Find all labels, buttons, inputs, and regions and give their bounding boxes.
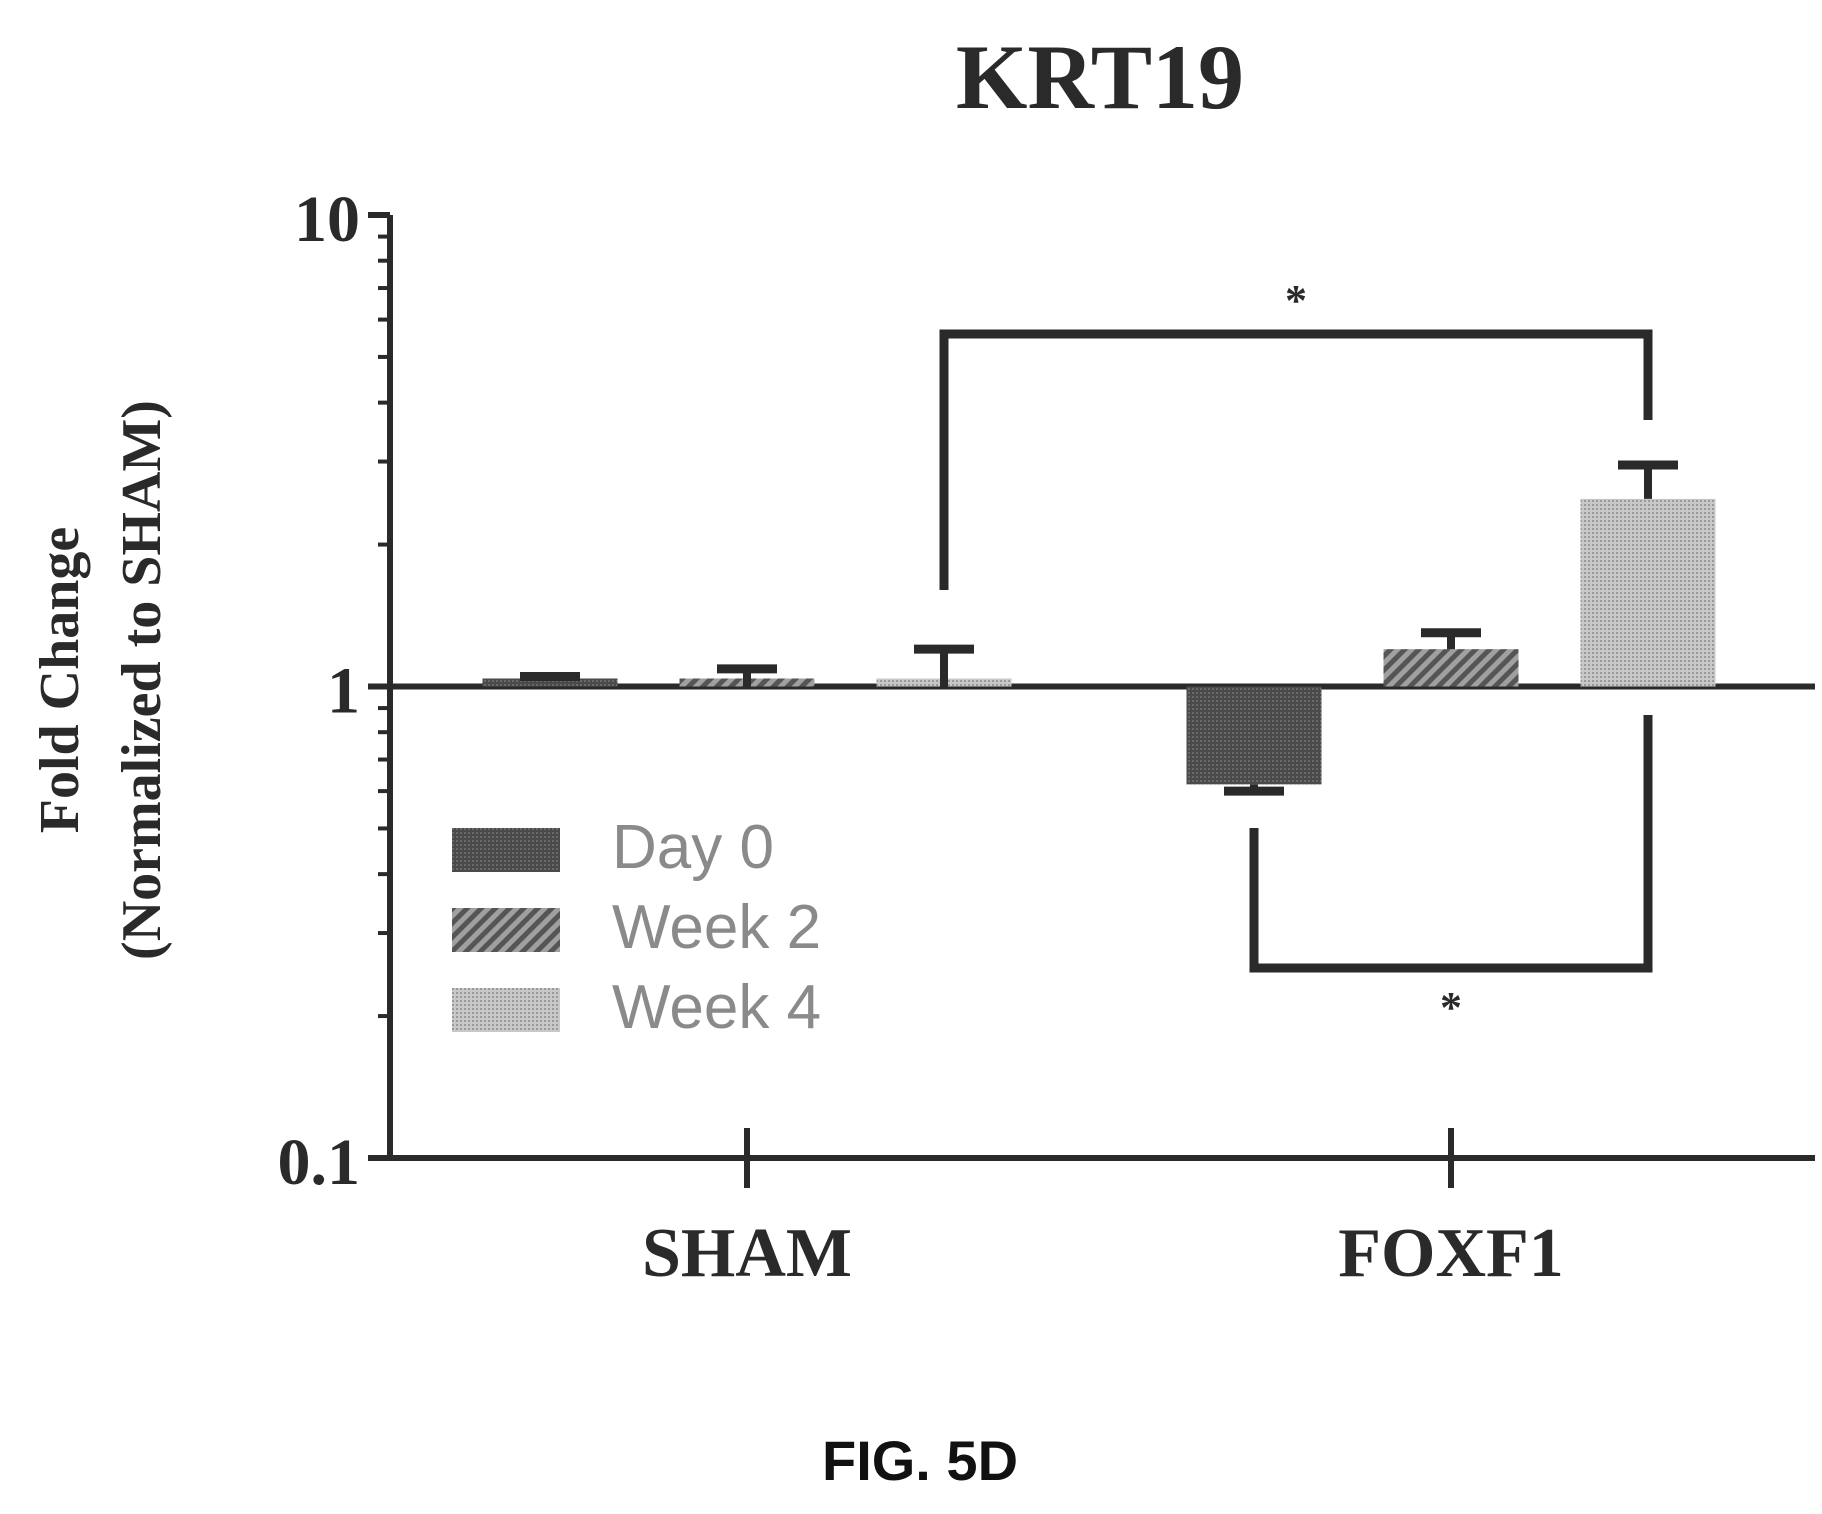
y-axis-label-line-2: (Normalized to SHAM) — [111, 400, 173, 960]
significance-label: * — [1285, 276, 1307, 325]
bar — [1580, 498, 1716, 687]
bar — [482, 678, 618, 687]
legend-swatch — [452, 988, 560, 1032]
significance-label: * — [1440, 983, 1462, 1032]
legend-label: Day 0 — [612, 813, 774, 882]
chart-title: KRT19 — [956, 26, 1244, 128]
legend-swatch — [452, 828, 560, 872]
bars — [482, 460, 1716, 796]
y-axis-label-line-1: Fold Change — [29, 527, 91, 834]
legend-label: Week 4 — [612, 973, 821, 1042]
y-tick-label: 0.1 — [278, 1126, 361, 1199]
y-tick-label: 10 — [294, 183, 360, 256]
significance-bracket — [939, 329, 1653, 590]
x-tick-label: SHAM — [642, 1215, 852, 1292]
legend: Day 0 Week 2 Week 4 — [452, 813, 821, 1042]
y-tick-label: 1 — [327, 655, 360, 728]
bar — [1383, 649, 1519, 687]
significance-brackets: ** — [939, 276, 1653, 1032]
figure-caption: FIG. 5D — [822, 1429, 1018, 1492]
y-axis-label: Fold Change (Normalized to SHAM) — [29, 400, 173, 960]
legend-label: Week 2 — [612, 893, 821, 962]
bar — [1186, 686, 1322, 785]
significance-bracket — [1249, 715, 1653, 973]
legend-swatch — [452, 908, 560, 952]
x-tick-label: FOXF1 — [1338, 1215, 1564, 1292]
axes: 0.1 1 10 SHAM FOXF1 — [278, 183, 1815, 1292]
